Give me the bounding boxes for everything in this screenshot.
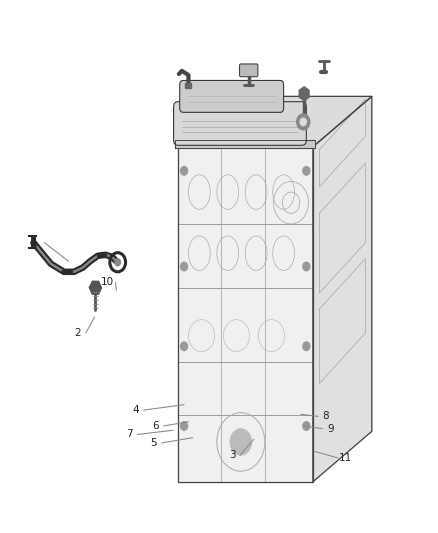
Circle shape bbox=[303, 166, 310, 175]
Text: 8: 8 bbox=[323, 411, 329, 422]
Text: 2: 2 bbox=[74, 328, 81, 338]
Circle shape bbox=[300, 118, 306, 126]
Circle shape bbox=[303, 422, 310, 430]
Polygon shape bbox=[313, 96, 372, 482]
Text: 5: 5 bbox=[150, 438, 157, 448]
Text: 10: 10 bbox=[101, 278, 114, 287]
Circle shape bbox=[180, 422, 187, 430]
Circle shape bbox=[180, 166, 187, 175]
Polygon shape bbox=[177, 147, 313, 482]
Polygon shape bbox=[177, 96, 372, 147]
Text: 9: 9 bbox=[327, 424, 334, 434]
Circle shape bbox=[180, 262, 187, 271]
Circle shape bbox=[114, 258, 121, 266]
Text: 3: 3 bbox=[229, 450, 235, 460]
FancyBboxPatch shape bbox=[173, 102, 306, 146]
Bar bbox=[185, 83, 191, 88]
Circle shape bbox=[297, 114, 310, 130]
Circle shape bbox=[180, 342, 187, 351]
Polygon shape bbox=[175, 140, 315, 149]
FancyBboxPatch shape bbox=[180, 80, 284, 112]
Text: 11: 11 bbox=[339, 453, 352, 463]
Text: 4: 4 bbox=[133, 405, 139, 415]
Circle shape bbox=[230, 429, 252, 455]
FancyBboxPatch shape bbox=[240, 64, 258, 77]
Circle shape bbox=[303, 342, 310, 351]
Text: 1: 1 bbox=[32, 238, 39, 247]
Circle shape bbox=[303, 262, 310, 271]
Text: 6: 6 bbox=[152, 421, 159, 431]
Text: 7: 7 bbox=[126, 430, 133, 440]
